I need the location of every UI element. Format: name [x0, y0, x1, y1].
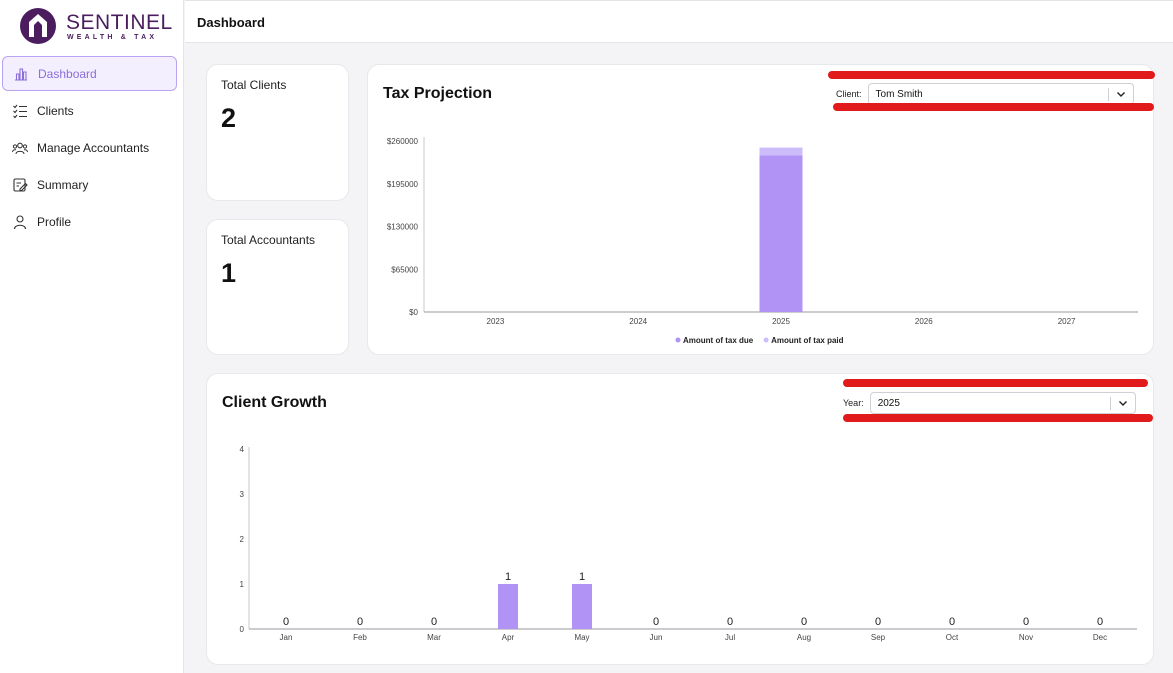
- bar-chart-icon: [13, 66, 29, 82]
- x-tick-label: 2025: [772, 317, 790, 326]
- x-tick-label: Dec: [1093, 633, 1107, 642]
- client-filter-label: Client:: [836, 89, 862, 99]
- sidebar-item-dashboard[interactable]: Dashboard: [2, 56, 177, 91]
- sidebar-item-manage-accountants[interactable]: Manage Accountants: [2, 130, 177, 165]
- sidebar-item-label: Summary: [37, 177, 89, 192]
- users-icon: [12, 140, 28, 156]
- y-tick-label: $260000: [387, 137, 419, 146]
- client-growth-title: Client Growth: [222, 394, 327, 411]
- sidebar-item-clients[interactable]: Clients: [2, 93, 177, 128]
- data-label: 0: [875, 616, 881, 628]
- x-tick-label: Jul: [725, 633, 735, 642]
- data-label: 1: [579, 571, 585, 583]
- y-tick-label: 1: [240, 580, 245, 589]
- x-tick-label: Nov: [1019, 633, 1033, 642]
- sidebar-item-label: Profile: [37, 214, 72, 229]
- select-separator: [1109, 397, 1111, 410]
- x-tick-label: Mar: [427, 633, 441, 642]
- sidebar-item-label: Manage Accountants: [37, 140, 150, 155]
- brand-tagline: WEALTH & TAX: [67, 34, 158, 41]
- y-tick-label: $130000: [387, 223, 419, 232]
- y-tick-label: 4: [240, 445, 245, 454]
- year-select[interactable]: 2025: [869, 392, 1136, 414]
- data-label: 0: [801, 616, 807, 628]
- y-tick-label: 0: [240, 625, 245, 634]
- total-accountants-card: Total Accountants 1: [206, 219, 349, 355]
- sidebar-nav: Dashboard Clients Manage Accountants Sum…: [2, 56, 177, 241]
- bar: [572, 584, 592, 629]
- edit-doc-icon: [12, 177, 28, 193]
- sidebar-item-summary[interactable]: Summary: [2, 167, 177, 202]
- total-clients-value: 2: [221, 103, 237, 133]
- year-select-value: 2025: [877, 397, 900, 409]
- x-tick-label: Jun: [650, 633, 663, 642]
- logo-mark-icon: [20, 8, 56, 44]
- sidebar-item-label: Dashboard: [38, 66, 97, 81]
- x-tick-label: Sep: [871, 633, 886, 642]
- x-tick-label: Aug: [797, 633, 811, 642]
- bar: [759, 147, 803, 156]
- client-select-value: Tom Smith: [875, 88, 923, 100]
- sidebar-item-label: Clients: [37, 103, 74, 118]
- y-tick-label: 3: [240, 490, 245, 499]
- bar: [498, 584, 518, 629]
- y-tick-label: 2: [240, 535, 245, 544]
- sidebar-item-profile[interactable]: Profile: [2, 204, 177, 239]
- y-tick-label: $65000: [391, 265, 418, 274]
- legend-swatch: [675, 337, 681, 343]
- total-accountants-value: 1: [221, 258, 237, 288]
- user-icon: [12, 214, 28, 230]
- data-label: 0: [949, 616, 955, 628]
- data-label: 0: [357, 616, 363, 628]
- year-filter: Year: 2025: [843, 392, 1136, 414]
- tax-projection-title: Tax Projection: [383, 85, 493, 102]
- redaction-mark: [833, 103, 1154, 111]
- x-tick-label: Feb: [353, 633, 367, 642]
- brand-name: SENTINEL: [66, 11, 173, 34]
- data-label: 0: [1097, 616, 1103, 628]
- x-tick-label: 2027: [1058, 317, 1076, 326]
- x-tick-label: Oct: [946, 633, 959, 642]
- total-accountants-label: Total Accountants: [221, 233, 316, 247]
- checklist-icon: [12, 103, 28, 119]
- x-tick-label: 2023: [487, 317, 505, 326]
- bar: [759, 155, 803, 312]
- x-tick-label: May: [574, 633, 589, 642]
- legend-swatch: [763, 337, 769, 343]
- tax-projection-card: Tax Projection Client: Tom Smith $0 $6500…: [367, 64, 1154, 355]
- redaction-mark: [843, 379, 1148, 387]
- select-separator: [1107, 88, 1109, 101]
- top-bar: Dashboard: [185, 0, 1173, 43]
- x-tick-label: Jan: [280, 633, 293, 642]
- x-tick-label: 2026: [915, 317, 933, 326]
- data-label: 0: [431, 616, 437, 628]
- sidebar: SENTINEL WEALTH & TAX Dashboard Clients …: [0, 0, 184, 673]
- x-tick-label: 2024: [629, 317, 647, 326]
- total-clients-card: Total Clients 2: [206, 64, 349, 201]
- data-label: 1: [505, 571, 511, 583]
- tax-projection-chart: $0 $65000 $130000 $195000 $260000 2023 2024 202…: [387, 137, 1138, 345]
- year-filter-label: Year:: [843, 398, 864, 408]
- legend-label: Amount of tax paid: [771, 336, 844, 345]
- redaction-mark: [843, 414, 1153, 422]
- data-label: 0: [727, 616, 733, 628]
- y-tick-label: $195000: [387, 180, 419, 189]
- client-growth-chart: 0 1 2 3 4 Jan 0 Feb 0 Mar 0 Apr 1 May 1 Jun 0 Jul 0 Aug 0 Sep…: [240, 445, 1137, 642]
- legend-label: Amount of tax due: [683, 336, 754, 345]
- brand-logo[interactable]: SENTINEL WEALTH & TAX: [20, 8, 173, 48]
- chevron-down-icon[interactable]: [1116, 89, 1126, 99]
- y-tick-label: $0: [409, 308, 418, 317]
- data-label: 0: [653, 616, 659, 628]
- x-tick-label: Apr: [502, 633, 515, 642]
- chevron-down-icon[interactable]: [1118, 398, 1128, 408]
- data-label: 0: [1023, 616, 1029, 628]
- redaction-mark: [828, 71, 1155, 79]
- page-title: Dashboard: [197, 15, 265, 30]
- data-label: 0: [283, 616, 289, 628]
- total-clients-label: Total Clients: [221, 78, 287, 92]
